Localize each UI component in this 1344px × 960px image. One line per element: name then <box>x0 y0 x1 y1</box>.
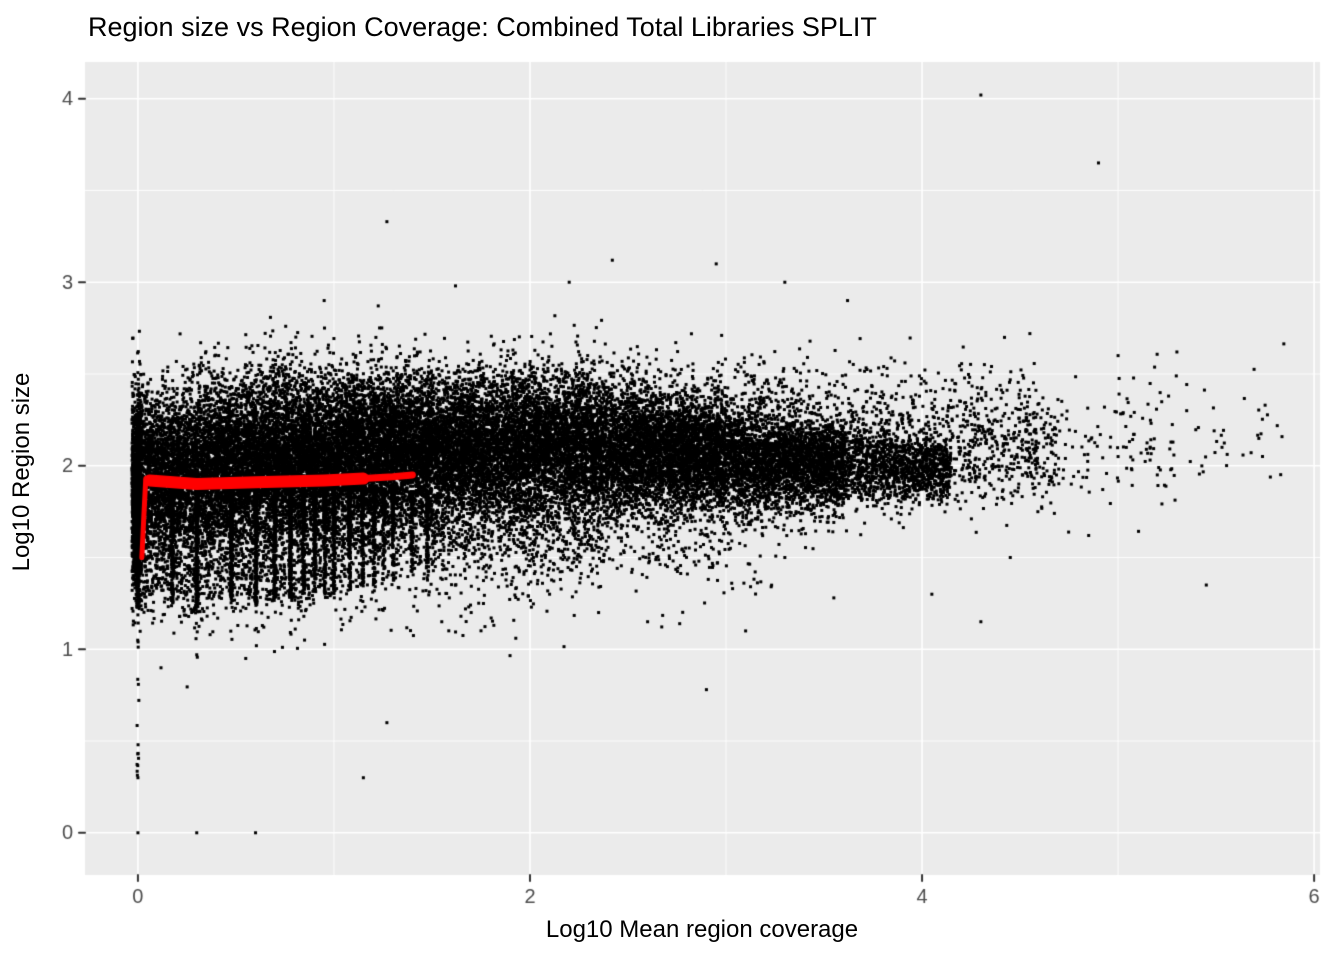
chart-title: Region size vs Region Coverage: Combined… <box>88 12 877 42</box>
y-axis-title: Log10 Region size <box>8 372 35 572</box>
x-axis-title: Log10 Mean region coverage <box>545 916 859 943</box>
